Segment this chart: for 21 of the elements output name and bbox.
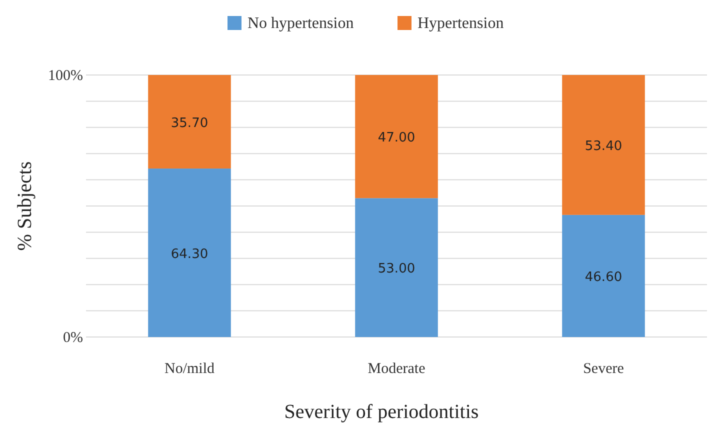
data-label: 46.60 (584, 270, 622, 285)
data-label: 35.70 (170, 116, 208, 131)
y-axis-title: % Subjects (14, 161, 36, 251)
data-label: 64.30 (170, 246, 208, 262)
bar (562, 214, 645, 337)
data-label: 47.00 (378, 130, 416, 146)
x-tick-label: Severe (583, 361, 624, 377)
data-label: 53.40 (584, 138, 622, 154)
legend-label: Hypertension (418, 15, 504, 32)
bar (562, 75, 645, 215)
y-tick-label: 0% (63, 330, 83, 346)
y-tick-label: 100% (48, 68, 83, 84)
legend-label: No hypertension (248, 15, 354, 32)
data-label: 53.00 (378, 262, 416, 277)
bar (148, 75, 231, 169)
x-tick-label: Moderate (368, 361, 426, 377)
bar (355, 198, 438, 337)
x-axis-title: Severity of periodontitis (284, 401, 479, 423)
bar (148, 168, 231, 337)
bar (355, 75, 438, 198)
x-tick-label: No/mild (164, 361, 215, 377)
